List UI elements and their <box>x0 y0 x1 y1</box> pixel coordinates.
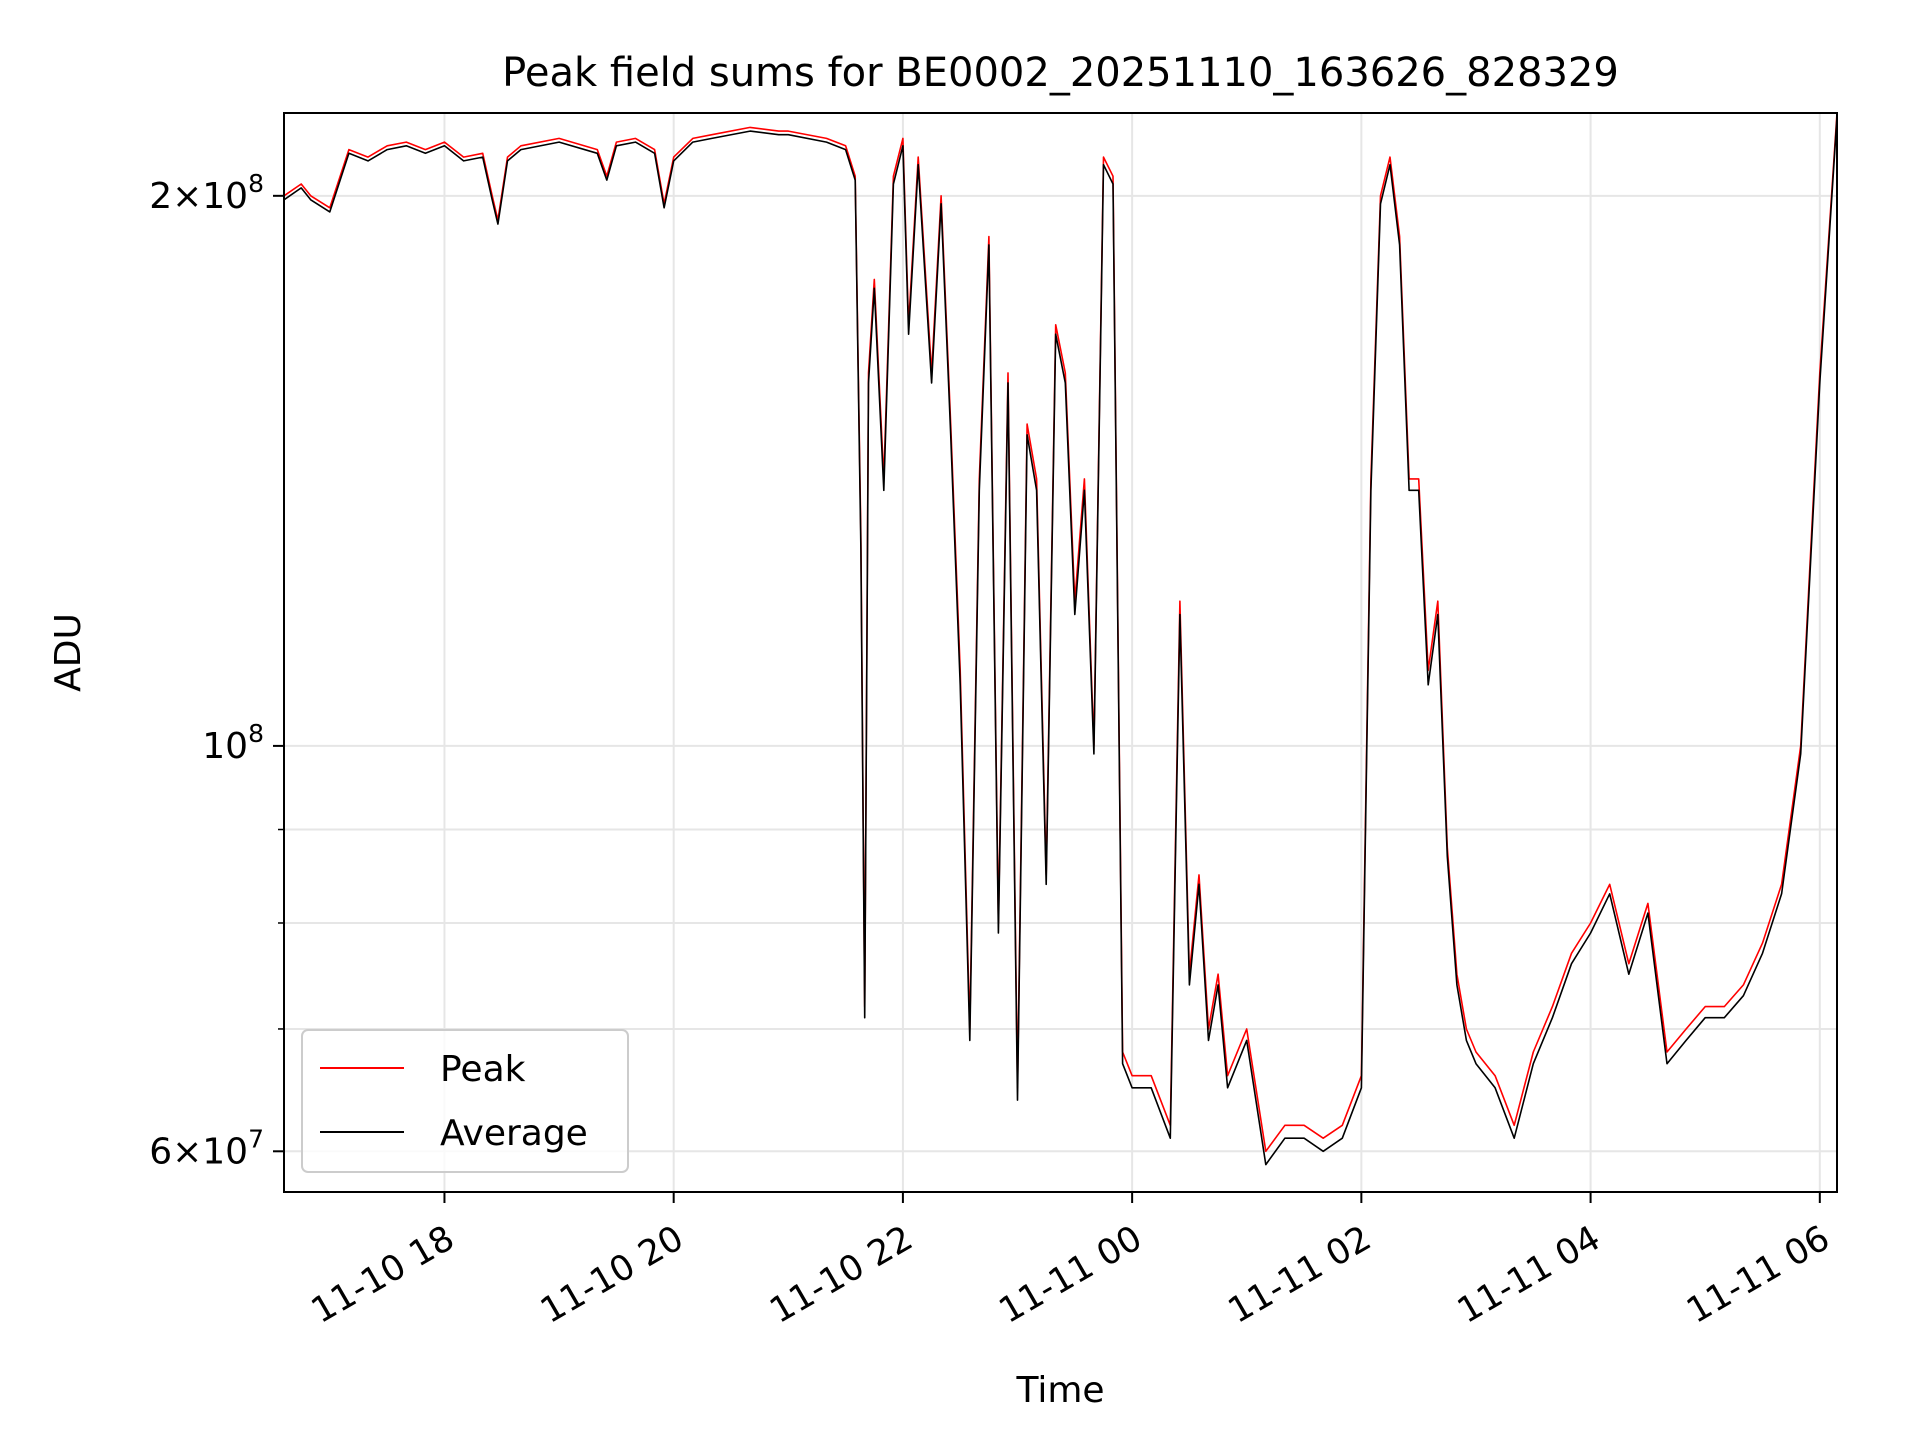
plot-area-frame <box>283 112 1838 1193</box>
y-tick-exponent: 8 <box>248 719 264 748</box>
x-tick-label: 11-11 02 <box>1222 1218 1378 1331</box>
y-tick-label: 108 <box>202 719 264 767</box>
y-tick-mantissa: 6 <box>149 1131 172 1172</box>
y-tick-label: 6×107 <box>149 1124 264 1172</box>
legend-label-peak: Peak <box>440 1049 526 1090</box>
y-tick-exponent: 7 <box>248 1124 264 1153</box>
grid-lines <box>284 113 1837 1192</box>
y-tick-label: 2×108 <box>149 169 264 217</box>
chart-title: Peak field sums for BE0002_20251110_1636… <box>502 50 1619 96</box>
x-tick-label: 11-11 04 <box>1451 1218 1607 1331</box>
series-line-peak <box>283 112 1838 1153</box>
series-line-average <box>283 116 1838 1166</box>
x-tick-label: 11-10 22 <box>763 1218 919 1331</box>
legend: Peak Average <box>301 1029 629 1173</box>
y-tick-exponent: 8 <box>248 169 264 198</box>
x-tick-label: 11-10 20 <box>534 1218 690 1331</box>
y-tick-mantissa: 2 <box>149 176 172 217</box>
x-tick-label: 11-11 00 <box>993 1218 1149 1331</box>
x-axis-label: Time <box>1015 1370 1104 1411</box>
series-lines <box>283 112 1838 1166</box>
legend-label-average: Average <box>440 1113 588 1154</box>
x-tick-label: 11-10 18 <box>305 1218 461 1331</box>
x-tick-label: 11-11 06 <box>1680 1218 1836 1331</box>
legend-box <box>301 1029 629 1173</box>
y-axis-label: ADU <box>48 613 89 692</box>
